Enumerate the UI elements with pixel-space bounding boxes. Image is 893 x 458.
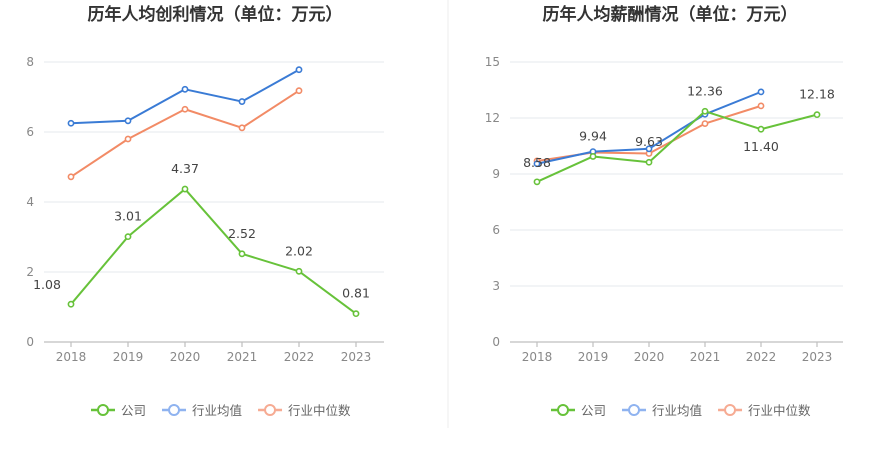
- series-2: [67, 66, 303, 127]
- legend-marker-icon: [724, 404, 737, 416]
- legend-label: 行业均值: [652, 403, 702, 418]
- legend-marker-icon: [628, 404, 641, 416]
- data-point: [701, 120, 709, 127]
- chart-2: 历年人均薪酬情况（单位：万元） 0 3 6 9 12 15 2018 2019 2020 2021 2…: [485, 4, 843, 364]
- y-tick-label: 8: [26, 55, 34, 69]
- data-point: [181, 185, 189, 193]
- data-label: 12.18: [799, 87, 835, 102]
- chart-title: 历年人均创利情况（单位：万元）: [88, 4, 343, 25]
- x-tick-label: 2018: [56, 350, 87, 364]
- data-point: [238, 124, 246, 132]
- chart-1: 历年人均创利情况（单位：万元） 0 2 4 6 8 2018 2019 2020 2021 2022…: [26, 4, 384, 364]
- y-tick-label: 15: [485, 55, 500, 69]
- data-point: [238, 98, 246, 105]
- data-label: 11.40: [743, 139, 779, 154]
- legend-marker-icon: [557, 404, 569, 416]
- data-point: [813, 111, 821, 119]
- series-line: [70, 68, 300, 125]
- y-tick-label: 4: [26, 195, 34, 209]
- data-point: [124, 233, 132, 241]
- data-point: [701, 107, 709, 115]
- data-point: [181, 85, 189, 93]
- data-label: 1.08: [33, 277, 61, 292]
- y-tick-label: 6: [492, 223, 500, 237]
- data-point: [67, 119, 75, 127]
- data-label: 9.94: [579, 128, 607, 143]
- data-point: [757, 88, 765, 96]
- data-point: [295, 267, 303, 275]
- data-label: 2.02: [285, 243, 313, 258]
- data-point: [124, 117, 132, 125]
- data-label: 2.52: [228, 226, 256, 241]
- data-point: [181, 105, 189, 113]
- x-tick-label: 2022: [746, 350, 777, 364]
- x-tick-label: 2023: [802, 350, 833, 364]
- data-label: 3.01: [114, 209, 142, 224]
- y-tick-label: 0: [492, 335, 500, 349]
- data-point: [645, 158, 653, 166]
- data-point: [757, 125, 765, 133]
- data-label: 0.81: [342, 286, 370, 301]
- data-point: [295, 66, 303, 74]
- series-1: [533, 107, 821, 186]
- data-point: [124, 135, 132, 143]
- series-line: [70, 188, 357, 315]
- x-tick-label: 2020: [170, 350, 201, 364]
- chart-title: 历年人均薪酬情况（单位：万元）: [543, 4, 798, 25]
- legend-label: 行业中位数: [288, 403, 351, 418]
- data-point: [352, 310, 360, 318]
- y-tick-label: 12: [485, 111, 500, 125]
- x-tick-label: 2021: [227, 350, 258, 364]
- x-tick-label: 2020: [634, 350, 665, 364]
- data-point: [238, 250, 246, 258]
- x-tick-label: 2019: [578, 350, 609, 364]
- legend-label: 行业中位数: [748, 403, 811, 418]
- legend-marker-icon: [264, 404, 277, 416]
- legend-item[interactable]: 行业中位数: [718, 403, 811, 418]
- legend-label: 行业均值: [192, 403, 242, 418]
- y-tick-label: 3: [492, 279, 500, 293]
- x-tick-label: 2022: [284, 350, 315, 364]
- y-tick-label: 2: [26, 265, 34, 279]
- data-point: [533, 178, 541, 186]
- legend-1: 公司 行业均值 行业中位数: [91, 403, 351, 418]
- data-label: 12.36: [687, 83, 723, 98]
- series-line: [536, 110, 818, 183]
- legend-marker-icon: [168, 404, 181, 416]
- x-tick-label: 2019: [113, 350, 144, 364]
- legend-item[interactable]: 公司: [551, 403, 606, 418]
- data-point: [589, 153, 597, 160]
- legend-marker-icon: [97, 404, 109, 416]
- x-tick-label: 2021: [690, 350, 721, 364]
- data-label: 4.37: [171, 161, 199, 176]
- legend-item[interactable]: 行业均值: [622, 403, 702, 418]
- x-tick-label: 2018: [522, 350, 553, 364]
- legend-item[interactable]: 公司: [91, 403, 146, 418]
- legend-label: 公司: [581, 403, 606, 418]
- data-point: [645, 145, 653, 153]
- y-tick-label: 6: [26, 125, 34, 139]
- series-1: [67, 185, 360, 318]
- data-point: [533, 160, 541, 168]
- data-label: 9.63: [635, 134, 663, 149]
- y-tick-label: 0: [26, 335, 34, 349]
- legend-item[interactable]: 行业中位数: [258, 403, 351, 418]
- data-point: [67, 300, 75, 308]
- data-point: [295, 87, 303, 95]
- series-3: [67, 87, 303, 181]
- data-point: [67, 173, 75, 181]
- legend-2: 公司 行业均值 行业中位数: [551, 403, 811, 418]
- data-label: 8.58: [523, 155, 551, 170]
- y-tick-label: 9: [492, 167, 500, 181]
- x-tick-label: 2023: [341, 350, 372, 364]
- legend-label: 公司: [121, 403, 146, 418]
- legend-item[interactable]: 行业均值: [162, 403, 242, 418]
- data-point: [757, 102, 765, 110]
